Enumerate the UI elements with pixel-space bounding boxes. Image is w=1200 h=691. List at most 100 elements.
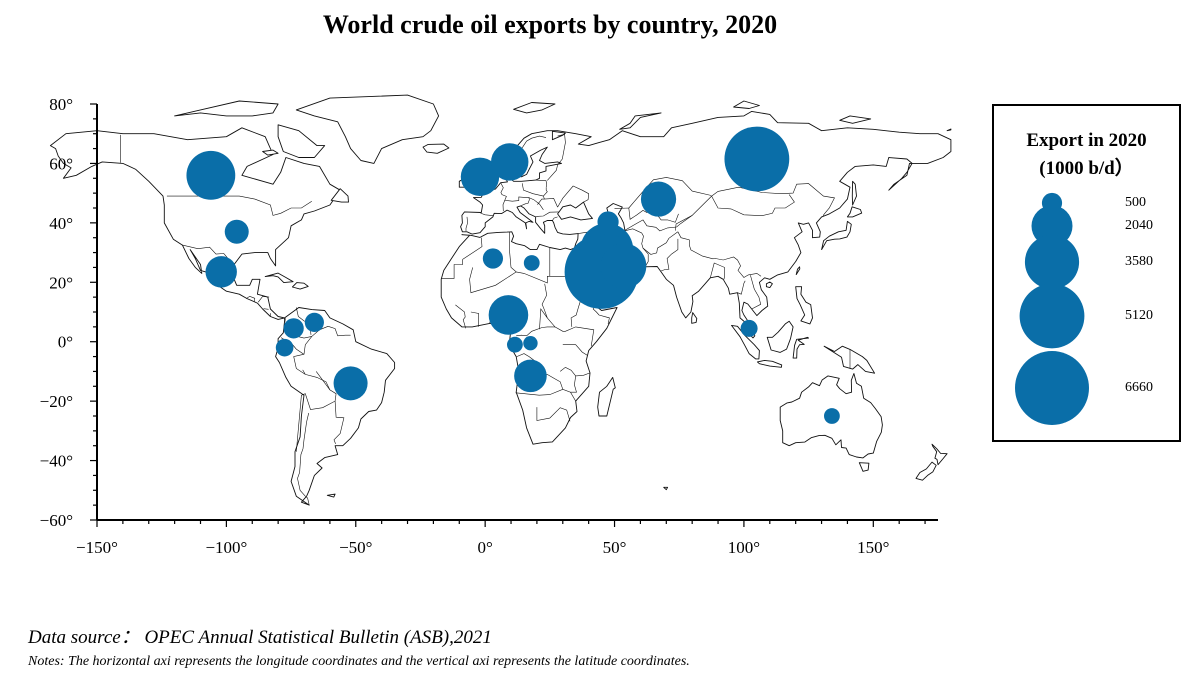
legend-bubbles (1015, 192, 1089, 425)
land-novosib (839, 115, 872, 124)
export-bubble (824, 408, 840, 424)
country-border (284, 318, 286, 323)
country-border (562, 344, 588, 356)
country-border (624, 228, 649, 267)
y-tick-label: 0° (58, 333, 73, 352)
country-border (465, 216, 468, 232)
country-border (560, 366, 591, 377)
land-falklands (326, 493, 336, 498)
land-hokkaido (846, 206, 863, 218)
land-tasmania (858, 462, 870, 472)
country-border (528, 197, 544, 210)
x-tick-label: 50° (603, 538, 627, 557)
country-border (257, 296, 270, 303)
data-source-label: Data source： (28, 627, 140, 648)
country-border (296, 371, 337, 452)
land-iceland (422, 143, 450, 154)
country-border (539, 308, 548, 330)
export-bubble (224, 219, 249, 244)
land-hispaniola (291, 282, 309, 290)
y-tick-label: 60° (49, 154, 73, 173)
land-sakhalin (851, 180, 857, 206)
country-border (677, 231, 762, 278)
land-kerguelen (663, 486, 669, 491)
country-border (614, 207, 679, 223)
legend: Export in 2020 (1000 b/d） 500 2040 3580 … (992, 104, 1181, 442)
country-border (293, 326, 331, 391)
country-border (455, 304, 466, 329)
country-border (182, 244, 234, 265)
country-border (535, 211, 560, 218)
legend-bubble (1015, 351, 1089, 425)
export-bubbles (186, 126, 840, 424)
land-japan (821, 220, 852, 251)
country-border (750, 275, 762, 310)
country-border (441, 259, 463, 279)
legend-title-line2: (1000 b/d） (1039, 158, 1134, 179)
export-bubble (740, 319, 758, 337)
export-bubble (491, 143, 529, 181)
land-madagascar (597, 376, 616, 417)
country-border (711, 194, 795, 217)
land-south-america (275, 307, 396, 506)
country-border (535, 179, 548, 188)
y-tick-label: −20° (40, 392, 73, 411)
country-border (509, 231, 517, 273)
export-bubble (724, 126, 790, 192)
country-border (552, 216, 558, 221)
export-bubble (275, 338, 294, 357)
land-nz-south (915, 461, 937, 481)
y-tick-label: 40° (49, 214, 73, 233)
country-border (462, 237, 483, 260)
country-borders (120, 133, 851, 506)
country-border (302, 369, 306, 375)
land-new-guinea (823, 345, 876, 374)
x-tick-label: −50° (339, 538, 372, 557)
legend-bubble (1019, 283, 1085, 349)
land-borneo (766, 320, 794, 353)
land-svalbard (513, 102, 556, 114)
data-source-text: OPEC Annual Statistical Bulletin (ASB),2… (144, 627, 492, 648)
x-tick-label: −100° (205, 538, 247, 557)
export-bubble (460, 157, 500, 196)
country-border (592, 304, 610, 324)
country-border (624, 215, 693, 232)
land-outlines (49, 94, 952, 506)
country-border (660, 238, 679, 272)
land-newfoundland (330, 188, 349, 203)
country-border (333, 401, 345, 445)
land-taiwan (795, 266, 801, 276)
country-border (516, 326, 555, 337)
country-border (297, 412, 310, 506)
export-bubble (640, 181, 677, 217)
export-bubble (283, 318, 304, 339)
legend-bubble (1031, 205, 1073, 247)
export-bubble (304, 312, 324, 332)
country-border (328, 326, 351, 337)
y-tick-label: −40° (40, 452, 73, 471)
legend-title-line1: Export in 2020 (1026, 130, 1147, 151)
country-border (480, 212, 494, 216)
country-border (502, 200, 506, 212)
country-border (570, 375, 577, 393)
land-hudson-bay-is (262, 149, 279, 156)
data-source: Data source： OPEC Annual Statistical Bul… (28, 622, 492, 649)
land-sulawesi (792, 336, 810, 359)
legend-label-5120: 5120 (1125, 308, 1153, 323)
country-border (263, 308, 269, 310)
export-bubble (507, 336, 523, 353)
country-border (642, 231, 679, 255)
country-border (521, 183, 544, 197)
legend-label-500: 500 (1125, 195, 1146, 210)
land-wrangel (946, 128, 952, 132)
export-bubble (523, 255, 540, 271)
x-tick-label: −150° (76, 538, 118, 557)
x-tick-label: 0° (477, 538, 492, 557)
land-sri-lanka (691, 312, 698, 324)
legend-bubble (1024, 234, 1080, 290)
country-border (469, 267, 581, 294)
country-border (537, 198, 545, 205)
country-border (166, 195, 312, 216)
country-border (470, 311, 480, 327)
